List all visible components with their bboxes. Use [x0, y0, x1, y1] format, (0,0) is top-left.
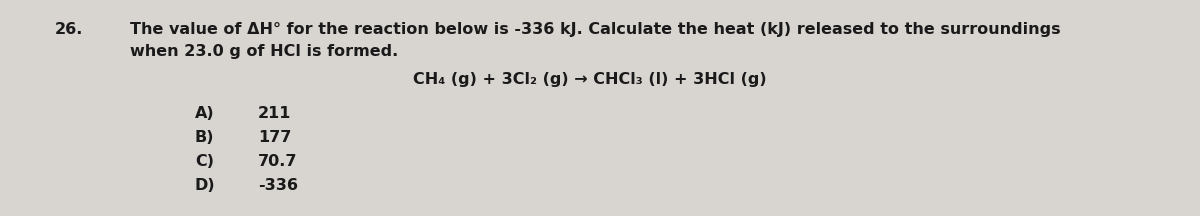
Text: when 23.0 g of HCl is formed.: when 23.0 g of HCl is formed.	[130, 44, 398, 59]
Text: 26.: 26.	[55, 22, 83, 37]
Text: D): D)	[194, 178, 216, 193]
Text: C): C)	[194, 154, 214, 169]
Text: A): A)	[194, 106, 215, 121]
Text: B): B)	[194, 130, 215, 145]
Text: -336: -336	[258, 178, 298, 193]
Text: 211: 211	[258, 106, 292, 121]
Text: 70.7: 70.7	[258, 154, 298, 169]
Text: 177: 177	[258, 130, 292, 145]
Text: The value of ΔH° for the reaction below is -336 kJ. Calculate the heat (kJ) rele: The value of ΔH° for the reaction below …	[130, 22, 1061, 37]
Text: CH₄ (g) + 3Cl₂ (g) → CHCl₃ (l) + 3HCl (g): CH₄ (g) + 3Cl₂ (g) → CHCl₃ (l) + 3HCl (g…	[413, 72, 767, 87]
